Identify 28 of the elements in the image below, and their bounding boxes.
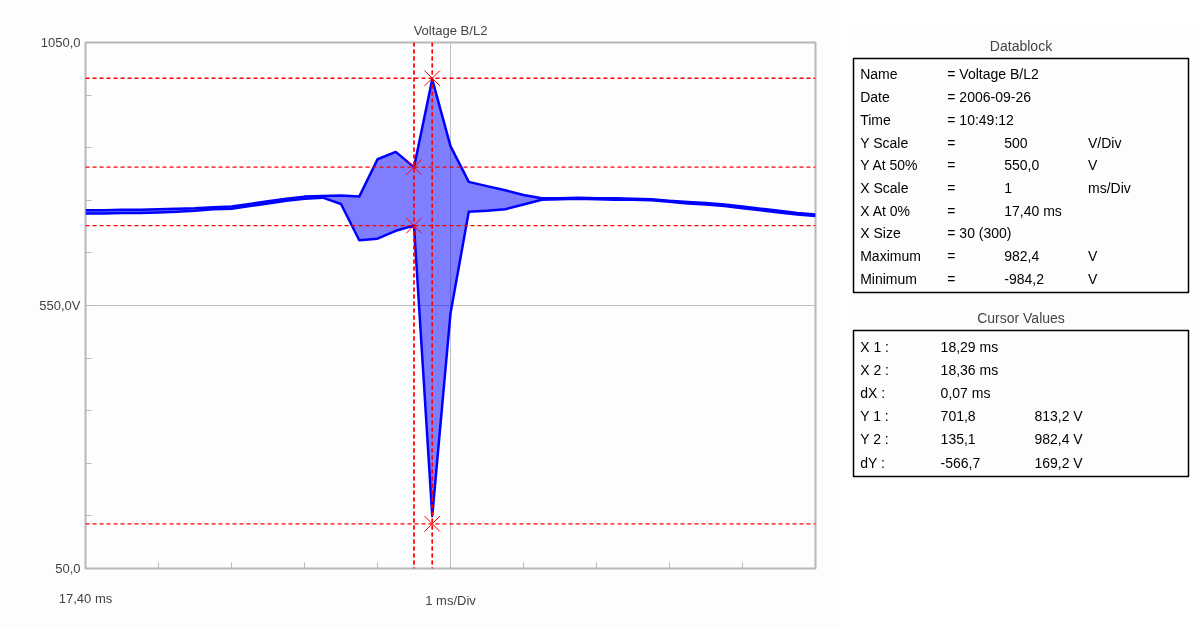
- text: Datablock: [989, 37, 1054, 54]
- text: dY : -566,7 169,2 V: [860, 454, 1083, 471]
- text: Date = 2006-09-26: [860, 89, 1031, 106]
- text: X 1 : 18,29 ms: [860, 338, 999, 355]
- point: [405, 158, 423, 176]
- chart-title: Voltage B/L2: [413, 22, 488, 38]
- text: Y 2 : 135,1 982,4 V: [860, 431, 1083, 448]
- text: X 2 : 18,36 ms: [860, 361, 999, 378]
- text: X At 0% = 17,40 ms: [860, 202, 1062, 219]
- text: dX : 0,07 ms: [860, 385, 991, 402]
- x-axis-title: 1 ms/Div: [425, 592, 477, 608]
- y-tick-label: 550,0V: [39, 298, 81, 313]
- text: Y At 50% = 550,0 V: [860, 157, 1098, 174]
- text: Maximum = 982,4 V: [860, 248, 1098, 265]
- y-tick-label: 1050,0: [40, 35, 81, 50]
- x-tick-label: 17,40 ms: [58, 590, 113, 606]
- text: Name = Voltage B/L2: [860, 66, 1039, 83]
- point: [423, 69, 441, 87]
- point: [405, 217, 423, 234]
- text: Y Scale = 500 V/Div: [860, 134, 1122, 151]
- text: Minimum = -984,2 V: [860, 270, 1098, 287]
- text: X Size = 30 (300): [860, 225, 1012, 242]
- text: Y 1 : 701,8 813,2 V: [860, 408, 1083, 425]
- text: X Scale = 1 ms/Div: [860, 180, 1131, 196]
- point: [423, 515, 441, 533]
- y-tick-label: 50,0: [55, 561, 81, 576]
- text: Cursor Values: [977, 309, 1065, 326]
- text: Time = 10:49:12: [860, 111, 1014, 128]
